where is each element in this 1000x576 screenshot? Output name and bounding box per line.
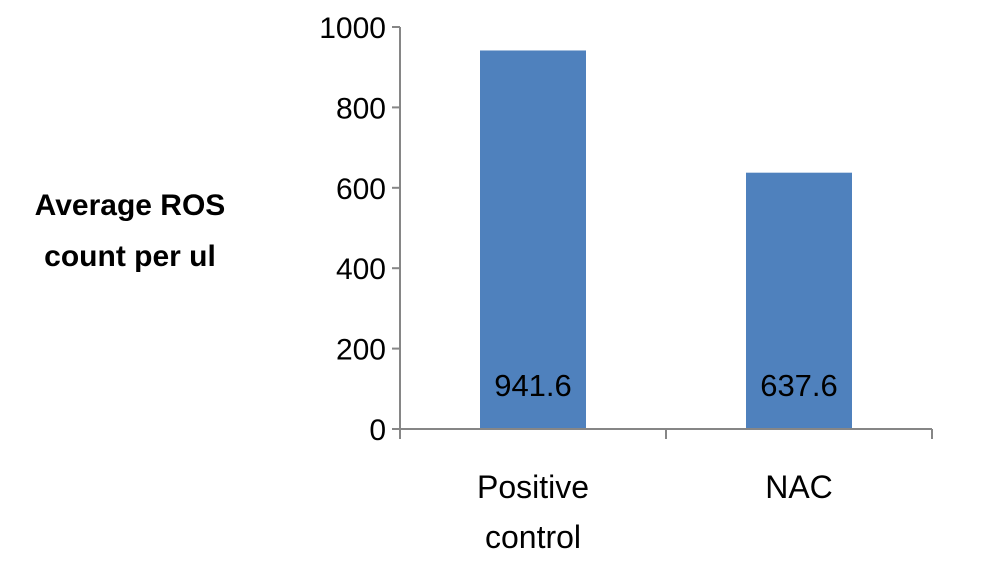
y-tick-label: 0 [369, 414, 386, 447]
x-category-label: NAC [765, 469, 833, 505]
y-axis-title-line: count per ul [44, 240, 216, 273]
y-tick-label: 1000 [319, 12, 386, 45]
x-category-label: Positive [477, 469, 589, 505]
bar [480, 50, 586, 429]
plot-area: 0 200 400 600 800 1000 Positive control NAC 941.6… [319, 12, 933, 555]
y-tick-label: 200 [336, 334, 386, 367]
bar [746, 172, 852, 429]
x-category-label: control [485, 519, 581, 555]
y-tick-label: 800 [336, 92, 386, 125]
y-axis-title-line: Average ROS [35, 189, 226, 222]
data-label: 637.6 [760, 368, 838, 403]
y-tick-label: 600 [336, 173, 386, 206]
y-axis-title: Average ROS count per ul [35, 189, 226, 273]
y-tick-label: 400 [336, 253, 386, 286]
data-label: 941.6 [494, 368, 572, 403]
